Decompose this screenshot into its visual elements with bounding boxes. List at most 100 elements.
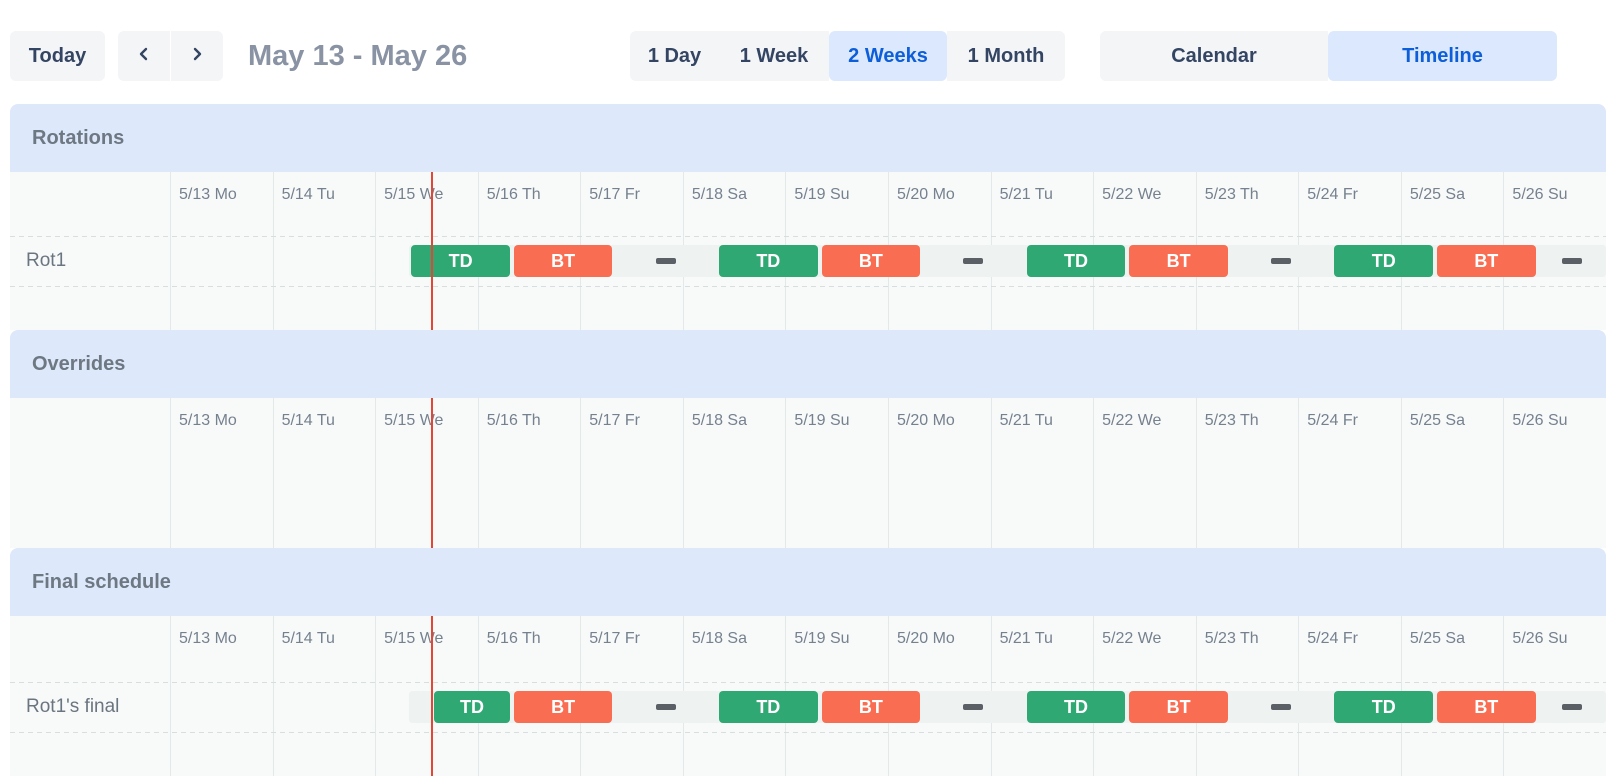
schedule-body: Rotations 5/13 Mo 5/14 Tu 5/15 We 5/16 Th 5/…	[10, 104, 1606, 776]
shift-badge-bt[interactable]: BT	[821, 245, 921, 277]
row-label: Rot1	[26, 250, 67, 271]
date-cell-label: 5/22 We	[1102, 412, 1162, 429]
gap-dash-icon	[1561, 258, 1582, 264]
now-line	[431, 616, 434, 776]
shift-badge-td[interactable]: TD	[1026, 245, 1126, 277]
date-cell-label: 5/26 Su	[1512, 186, 1568, 203]
date-cell-label: 5/20 Mo	[896, 186, 955, 203]
date-cell-label: 5/19 Su	[794, 412, 850, 429]
row-label: Rot1's final	[26, 696, 120, 717]
grid-column-line	[887, 398, 889, 548]
gap-dash-icon	[655, 258, 676, 264]
shift-badge-bt[interactable]: BT	[1437, 245, 1536, 277]
shift-badge-bt[interactable]: BT	[1129, 245, 1228, 277]
date-cell-label: 5/13 Mo	[179, 186, 237, 203]
chevron-left-icon	[136, 45, 152, 68]
view-option-timeline[interactable]: Timeline	[1328, 31, 1557, 81]
date-cell-label: 5/23 Th	[1204, 630, 1259, 647]
view-switcher: Calendar Timeline	[1100, 31, 1557, 81]
date-cell-label: 5/23 Th	[1204, 186, 1259, 203]
today-button[interactable]: Today	[10, 31, 105, 81]
date-cell-label: 5/25 Sa	[1409, 412, 1465, 429]
grid-column-line	[170, 398, 171, 548]
grid-column-line	[170, 616, 171, 776]
range-option-1-day[interactable]: 1 Day	[630, 31, 719, 81]
date-cell-label: 5/24 Fr	[1307, 630, 1358, 647]
shift-badge-td[interactable]: TD	[719, 691, 818, 723]
grid-column-line	[785, 398, 787, 548]
date-cell-label: 5/13 Mo	[179, 412, 237, 429]
row-separator-dashed	[10, 682, 1606, 683]
date-cell-label: 5/26 Su	[1512, 630, 1568, 647]
range-switcher: 1 Day 1 Week 2 Weeks 1 Month	[630, 31, 1065, 81]
date-cell-label: 5/25 Sa	[1409, 186, 1465, 203]
date-cell-label: 5/22 We	[1102, 630, 1162, 647]
gap-dash-icon	[1561, 704, 1582, 710]
gap-dash-icon	[963, 258, 984, 264]
shift-badge-bt[interactable]: BT	[1129, 691, 1228, 723]
date-cell-label: 5/15 We	[384, 412, 444, 429]
gap-dash-icon	[1271, 704, 1292, 710]
prev-button[interactable]	[118, 31, 170, 81]
date-cell-label: 5/25 Sa	[1409, 630, 1465, 647]
date-cell-label: 5/18 Sa	[691, 186, 747, 203]
shift-badge-td[interactable]: TD	[1334, 691, 1434, 723]
grid-column-line	[375, 172, 377, 330]
grid-column-line	[1093, 398, 1095, 548]
date-cell-label: 5/19 Su	[794, 186, 850, 203]
grid-column-line	[1298, 398, 1300, 548]
date-cell-label: 5/14 Tu	[281, 630, 335, 647]
date-cell-label: 5/23 Th	[1204, 412, 1259, 429]
shift-badge-bt[interactable]: BT	[513, 691, 613, 723]
date-cell-label: 5/24 Fr	[1307, 412, 1358, 429]
grid-column-line	[1503, 398, 1505, 548]
timeline-grid-final-schedule: 5/13 Mo 5/14 Tu 5/15 We 5/16 Th 5/17 Fr 5/18 …	[10, 616, 1606, 776]
shift-badge-td[interactable]: TD	[1026, 691, 1126, 723]
shift-badge-bt[interactable]: BT	[821, 691, 921, 723]
shift-badge-td[interactable]: TD	[411, 245, 510, 277]
row-separator-dashed	[10, 732, 1606, 733]
shift-badge-td[interactable]: TD	[1334, 245, 1434, 277]
date-cell-label: 5/22 We	[1102, 186, 1162, 203]
range-option-2-weeks[interactable]: 2 Weeks	[829, 31, 947, 81]
date-cell-label: 5/15 We	[384, 630, 444, 647]
grid-column-line	[375, 616, 377, 776]
shift-badge-td[interactable]: TD	[719, 245, 818, 277]
date-cell-label: 5/16 Th	[486, 186, 541, 203]
grid-column-line	[375, 398, 377, 548]
date-cell-label: 5/21 Tu	[999, 630, 1053, 647]
shift-badge-td[interactable]: TD	[434, 691, 510, 723]
now-line	[431, 398, 434, 548]
date-cell-label: 5/13 Mo	[179, 630, 237, 647]
grid-column-line	[682, 398, 684, 548]
shift-badge-bt[interactable]: BT	[513, 245, 613, 277]
grid-column-line	[170, 172, 171, 330]
section-header-overrides: Overrides	[10, 330, 1606, 398]
date-cell-label: 5/15 We	[384, 186, 444, 203]
grid-column-line	[477, 398, 479, 548]
row-separator-dashed	[10, 236, 1606, 237]
grid-column-line	[1195, 398, 1197, 548]
date-cell-label: 5/18 Sa	[691, 412, 747, 429]
grid-column-line	[272, 616, 274, 776]
date-cell-label: 5/16 Th	[486, 412, 541, 429]
date-cell-label: 5/14 Tu	[281, 412, 335, 429]
range-option-1-week[interactable]: 1 Week	[719, 31, 829, 81]
toolbar: Today May 13 - May 26 1 Day 1 Week 2 Weeks…	[0, 31, 1616, 81]
range-option-1-month[interactable]: 1 Month	[947, 31, 1065, 81]
date-cell-label: 5/17 Fr	[589, 630, 640, 647]
date-cell-label: 5/26 Su	[1512, 412, 1568, 429]
next-button[interactable]	[171, 31, 223, 81]
section-header-final-schedule: Final schedule	[10, 548, 1606, 616]
chevron-right-icon	[189, 45, 205, 68]
section-header-rotations: Rotations	[10, 104, 1606, 172]
row-separator-dashed	[10, 286, 1606, 287]
view-option-calendar[interactable]: Calendar	[1100, 31, 1328, 81]
shift-badge-bt[interactable]: BT	[1437, 691, 1536, 723]
grid-column-line	[272, 172, 274, 330]
timeline-grid-overrides: 5/13 Mo 5/14 Tu 5/15 We 5/16 Th 5/17 Fr 5/18 …	[10, 398, 1606, 548]
date-cell-label: 5/21 Tu	[999, 186, 1053, 203]
date-cell-label: 5/14 Tu	[281, 186, 335, 203]
grid-column-line	[1400, 398, 1402, 548]
